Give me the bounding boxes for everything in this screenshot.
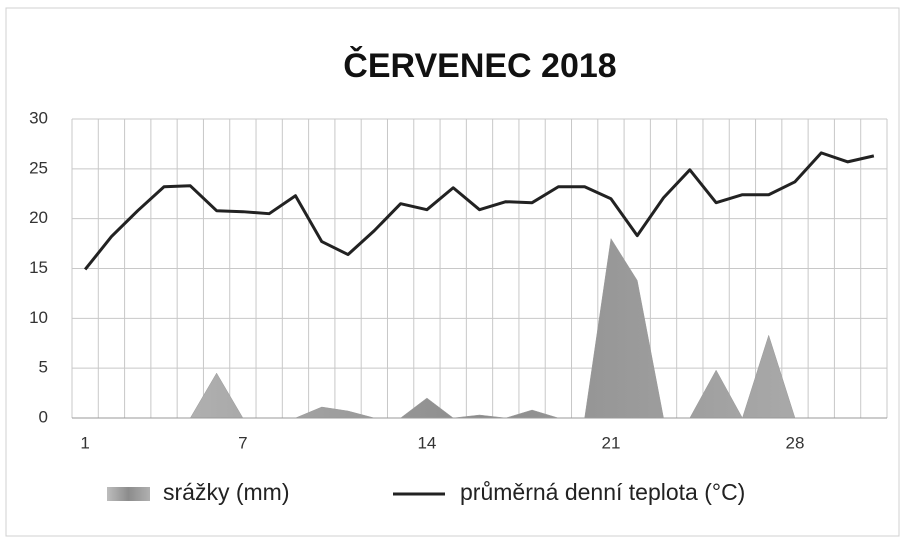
precipitation-area	[85, 237, 874, 419]
x-tick-label: 14	[417, 433, 436, 452]
y-tick-label: 25	[29, 158, 48, 177]
y-tick-label: 15	[29, 258, 48, 277]
x-tick-label: 21	[601, 433, 620, 452]
y-tick-label: 5	[39, 358, 48, 377]
temperature-line	[83, 151, 875, 271]
x-tick-label: 1	[80, 433, 89, 452]
legend-label: srážky (mm)	[163, 479, 289, 505]
chart-border	[5, 7, 900, 537]
chart-title: ČERVENEC 2018	[343, 46, 616, 85]
x-tick-label: 7	[238, 433, 247, 452]
y-tick-label: 30	[29, 108, 48, 127]
y-tick-label: 20	[29, 208, 48, 227]
x-tick-label: 28	[786, 433, 805, 452]
y-tick-label: 10	[29, 308, 48, 327]
y-tick-label: 0	[39, 407, 48, 426]
legend-label: průměrná denní teplota (°C)	[460, 479, 745, 505]
legend-swatch	[107, 487, 150, 501]
